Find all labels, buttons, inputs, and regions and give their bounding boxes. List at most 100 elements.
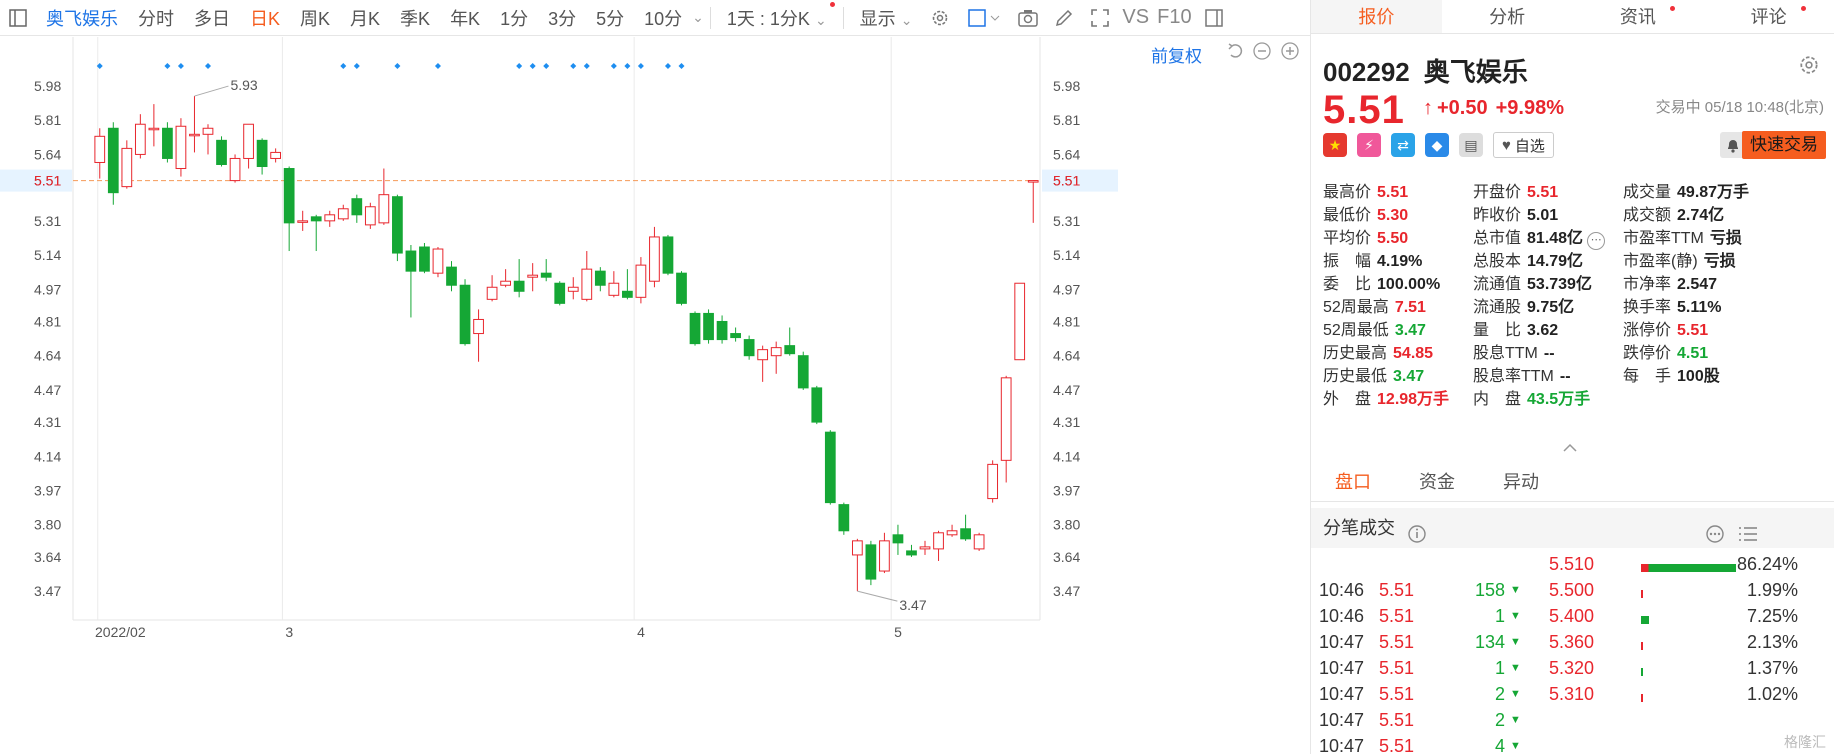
fullscreen-icon[interactable] <box>1088 6 1112 30</box>
zoom-in-icon[interactable] <box>1280 41 1300 66</box>
candle-body <box>730 333 741 339</box>
display-select[interactable]: 显示 ⌄ <box>850 5 923 31</box>
shuffle-icon[interactable]: ⇄ <box>1391 133 1415 157</box>
camera-icon[interactable] <box>1016 6 1040 30</box>
stat-label: 外 盘 <box>1323 391 1372 408</box>
tick-price: 5.51 <box>1379 632 1415 652</box>
tab-yuek[interactable]: 月K <box>350 8 381 29</box>
candle-body <box>973 534 985 550</box>
candle-body <box>337 208 349 220</box>
y-tick-right: 5.14 <box>1053 247 1080 263</box>
undo-icon[interactable] <box>1226 41 1246 66</box>
tag-icon[interactable]: ◆ <box>1425 133 1449 157</box>
divider <box>709 6 711 29</box>
down-arrow-icon: ▼ <box>1510 610 1521 622</box>
tick-list[interactable]: 5.510 86.24% 10:46 5.51 158 ▼ 5.500 1.99% 10:46 5… <box>1311 548 1834 754</box>
candle-body <box>540 272 552 278</box>
change-value: +0.50 <box>1437 97 1488 119</box>
depth-pct: 7.25% <box>1747 606 1799 626</box>
chevron-down-icon[interactable]: ⌄ <box>692 9 704 25</box>
tab-news[interactable]: 资讯 <box>1573 0 1704 33</box>
candle-body <box>148 127 160 131</box>
note-icon[interactable]: ▤ <box>1459 133 1483 157</box>
stat-cell: 52周最低 3.47 <box>1323 316 1426 340</box>
stats-row: 52周最低 3.47 量 比 3.62 涨停价 5.51 <box>1323 316 1828 339</box>
tick-time: 10:47 <box>1319 710 1365 730</box>
kline-chart[interactable]: 5.98 5.98 5.81 5.81 5.64 5.64 5.51 5.51 5.31 5.31… <box>0 37 1310 754</box>
tab-fenshi[interactable]: 分时 <box>138 8 174 29</box>
stat-cell: 平均价 5.50 <box>1323 224 1408 248</box>
tab-quote[interactable]: 报价 <box>1311 0 1442 33</box>
f10-button[interactable]: F10 <box>1157 6 1192 28</box>
lightning-icon[interactable]: ⚡ <box>1357 133 1381 157</box>
sidebar-toggle-icon[interactable] <box>1202 6 1226 30</box>
tab-jik[interactable]: 季K <box>400 8 431 29</box>
current-price-label-left: 5.51 <box>34 173 61 189</box>
add-watchlist-button[interactable]: ♥ 自选 <box>1493 132 1554 158</box>
tab-duori[interactable]: 多日 <box>194 8 230 29</box>
tab-3min[interactable]: 3分 <box>548 8 577 29</box>
depth-row: 5.510 86.24% <box>1311 554 1834 584</box>
stock-name-tab[interactable]: 奥飞娱乐 <box>46 8 118 29</box>
chevron-down-icon: ⌄ <box>900 11 913 28</box>
vs-button[interactable]: VS <box>1122 6 1150 28</box>
fuquan-button[interactable]: 前复权 <box>1151 47 1202 66</box>
panel-toggle-icon[interactable] <box>6 6 30 30</box>
tab-comments[interactable]: 评论 <box>1703 0 1834 33</box>
stat-value: 5.51 <box>1677 322 1709 339</box>
x-tick-label: 2022/02 <box>95 624 146 640</box>
tab-10min[interactable]: 10分 <box>644 8 683 29</box>
candle-body <box>987 463 999 500</box>
tab-pankou[interactable]: 盘口 <box>1335 472 1371 492</box>
tick-time: 10:47 <box>1319 684 1365 704</box>
depth-pct: 1.02% <box>1747 684 1799 704</box>
period-select[interactable]: 1天 : 1分K ⌄ <box>717 1 837 31</box>
stat-value: 5.51 <box>1377 184 1409 201</box>
event-marker <box>610 63 617 69</box>
more-icon[interactable]: ⋯ <box>1587 232 1606 250</box>
y-tick-left: 4.97 <box>34 281 61 297</box>
depth-bar <box>1641 564 1736 572</box>
tab-1min[interactable]: 1分 <box>500 8 529 29</box>
info-icon[interactable] <box>1407 518 1427 558</box>
tab-rik[interactable]: 日K <box>250 8 281 29</box>
candle-body <box>662 236 674 274</box>
action-icons: ★ ⚡ ⇄ ◆ ▤ ♥ 自选 <box>1323 132 1554 158</box>
y-tick-right: 5.98 <box>1053 78 1080 94</box>
tick-row: 10:47 5.51 1 ▼ 5.320 1.37% <box>1311 658 1834 688</box>
chevron-up-icon[interactable] <box>1563 440 1577 458</box>
candle-body <box>797 355 809 389</box>
list-icon[interactable] <box>1737 518 1759 558</box>
candle-body <box>676 272 687 304</box>
left-price-highlight <box>0 169 72 192</box>
settings-gear-icon[interactable] <box>928 6 952 30</box>
tab-yidong[interactable]: 异动 <box>1503 472 1539 492</box>
tab-zhouk[interactable]: 周K <box>300 8 331 29</box>
color-box-icon[interactable] <box>964 6 1004 30</box>
tick-volume: 158 <box>1474 580 1505 600</box>
tab-niank[interactable]: 年K <box>450 8 481 29</box>
china-flag-icon[interactable]: ★ <box>1323 133 1347 157</box>
notification-dot <box>1670 6 1676 11</box>
tab-zijin[interactable]: 资金 <box>1419 472 1455 492</box>
candle-body <box>960 528 971 540</box>
tab-comments-label: 评论 <box>1750 7 1787 27</box>
depth-bar <box>1641 642 1643 650</box>
fast-trade-button[interactable]: 快速交易 <box>1742 131 1826 159</box>
settings-gear-icon[interactable] <box>1798 54 1820 81</box>
zoom-out-icon[interactable] <box>1252 41 1272 66</box>
bell-icon[interactable] <box>1720 132 1746 158</box>
y-tick-right: 3.97 <box>1053 483 1080 499</box>
tab-5min[interactable]: 5分 <box>596 8 625 29</box>
candle-body <box>608 282 620 296</box>
candle-body <box>324 214 336 222</box>
more-icon[interactable] <box>1705 518 1725 558</box>
pencil-icon[interactable] <box>1052 6 1076 30</box>
stock-name: 奥飞娱乐 <box>1423 57 1528 87</box>
stat-value: 54.85 <box>1393 345 1434 362</box>
kline-svg[interactable]: 5.98 5.98 5.81 5.81 5.64 5.64 5.51 5.51 5.31 5.31… <box>0 37 1310 754</box>
watermark: 格隆汇 <box>1784 734 1826 750</box>
event-marker <box>516 63 523 69</box>
tab-analysis[interactable]: 分析 <box>1489 7 1526 27</box>
down-arrow-icon: ▼ <box>1510 636 1521 648</box>
